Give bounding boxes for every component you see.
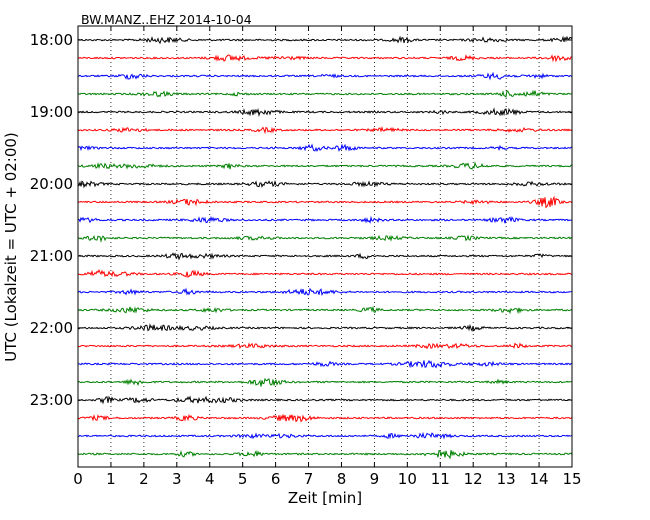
trace-1845 xyxy=(77,89,573,98)
trace-1915 xyxy=(77,126,573,135)
trace-2330 xyxy=(77,431,573,440)
trace-2300 xyxy=(77,395,573,405)
trace-1800 xyxy=(77,35,573,45)
chart-title: BW.MANZ..EHZ 2014-10-04 xyxy=(81,12,252,27)
x-tick-label: 1 xyxy=(106,470,116,488)
x-tick-label: 10 xyxy=(398,470,417,488)
y-tick-label: 21:00 xyxy=(30,247,73,265)
x-tick-label: 3 xyxy=(172,470,182,488)
grid-lines xyxy=(110,26,540,467)
trace-2100 xyxy=(77,252,573,261)
y-tick-label: 19:00 xyxy=(30,103,73,121)
x-tick-label: 8 xyxy=(337,470,347,488)
y-axis: 18:00 19:00 20:00 21:00 22:00 23:00 xyxy=(30,31,572,409)
trace-1830 xyxy=(77,71,573,81)
trace-2045 xyxy=(77,234,573,243)
trace-2130 xyxy=(77,287,573,296)
trace-2345 xyxy=(77,449,573,460)
trace-1815 xyxy=(77,54,573,63)
x-tick-label: 2 xyxy=(139,470,149,488)
y-axis-label: UTC (Lokalzeit = UTC + 02:00) xyxy=(2,132,20,362)
x-tick-label: 5 xyxy=(238,470,248,488)
x-axis: 0 1 2 3 4 5 6 7 8 9 10 11 12 13 14 15 xyxy=(73,26,582,488)
x-tick-label: 7 xyxy=(304,470,314,488)
x-tick-label: 0 xyxy=(73,470,83,488)
traces xyxy=(77,35,573,460)
trace-2245 xyxy=(77,377,573,387)
trace-2230 xyxy=(77,359,573,369)
x-tick-label: 15 xyxy=(562,470,581,488)
trace-2015 xyxy=(77,195,573,209)
trace-1945 xyxy=(77,161,573,170)
y-tick-label: 23:00 xyxy=(30,391,73,409)
trace-2145 xyxy=(77,305,573,315)
trace-2000 xyxy=(77,179,573,189)
x-tick-label: 14 xyxy=(530,470,549,488)
x-tick-label: 12 xyxy=(464,470,483,488)
x-tick-label: 4 xyxy=(205,470,215,488)
trace-2200 xyxy=(77,323,573,332)
trace-2030 xyxy=(77,215,573,224)
trace-2215 xyxy=(77,342,573,350)
y-tick-label: 20:00 xyxy=(30,175,73,193)
trace-2315 xyxy=(77,413,573,423)
y-tick-label: 22:00 xyxy=(30,319,73,337)
x-tick-label: 11 xyxy=(431,470,450,488)
plot-frame xyxy=(77,25,573,468)
trace-1900 xyxy=(77,107,573,118)
x-tick-label: 13 xyxy=(497,470,516,488)
x-tick-label: 6 xyxy=(271,470,281,488)
y-tick-label: 18:00 xyxy=(30,31,73,49)
trace-1930 xyxy=(77,143,573,153)
x-axis-label: Zeit [min] xyxy=(288,489,362,507)
x-tick-label: 9 xyxy=(370,470,380,488)
trace-2115 xyxy=(77,269,573,278)
